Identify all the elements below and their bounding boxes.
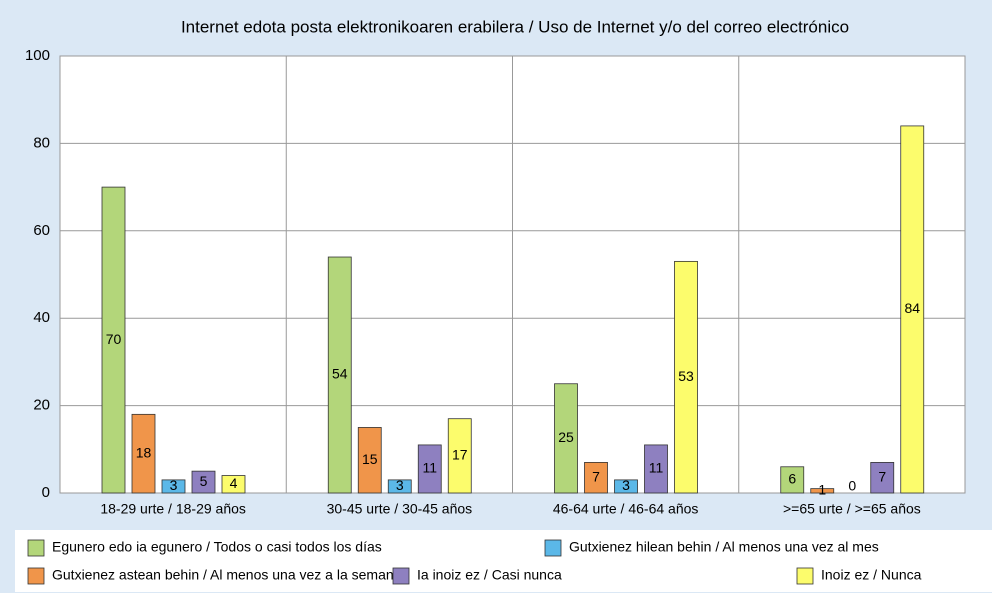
data-label: 6 <box>788 471 796 487</box>
x-tick-label: >=65 urte / >=65 años <box>783 501 921 517</box>
legend-label: Ia inoiz ez / Casi nunca <box>417 567 562 583</box>
data-label: 4 <box>230 475 238 491</box>
data-label: 84 <box>904 300 920 316</box>
data-label: 5 <box>200 473 208 489</box>
bar <box>327 256 352 494</box>
bar <box>584 462 608 494</box>
chart-title: Internet edota posta elektronikoaren era… <box>181 17 849 36</box>
bar <box>447 418 472 494</box>
data-label: 3 <box>170 477 178 493</box>
data-label: 3 <box>622 477 630 493</box>
bar <box>387 479 412 494</box>
legend-label: Gutxienez astean behin / Al menos una ve… <box>52 567 402 583</box>
data-label: 25 <box>558 429 574 445</box>
bar <box>417 444 442 494</box>
y-tick-label: 40 <box>33 309 50 326</box>
data-label: 53 <box>678 368 694 384</box>
data-label: 70 <box>106 331 122 347</box>
y-tick-label: 0 <box>42 484 50 501</box>
x-tick-label: 30-45 urte / 30-45 años <box>327 501 473 517</box>
bar <box>161 479 186 494</box>
legend-swatch <box>796 567 814 585</box>
bar <box>900 125 925 494</box>
y-tick-label: 20 <box>33 397 50 414</box>
bar <box>191 470 216 494</box>
bar <box>614 479 638 494</box>
bar <box>810 488 835 494</box>
bar <box>870 462 895 494</box>
data-label: 15 <box>362 451 378 467</box>
y-tick-label: 100 <box>25 47 50 64</box>
data-label: 11 <box>649 460 664 476</box>
bar <box>101 186 126 494</box>
legend-swatch <box>392 567 410 585</box>
legend-label: Egunero edo ia egunero / Todos o casi to… <box>52 539 382 555</box>
bar <box>644 444 668 494</box>
x-tick-label: 18-29 urte / 18-29 años <box>100 501 246 517</box>
data-label: 3 <box>396 477 404 493</box>
legend-swatch <box>27 539 45 557</box>
legend-swatch <box>544 539 562 557</box>
data-label: 54 <box>332 366 348 382</box>
bar <box>554 383 578 494</box>
data-label: 7 <box>592 468 600 484</box>
data-label: 1 <box>818 482 826 498</box>
data-label: 17 <box>452 447 468 463</box>
legend-box <box>15 530 992 592</box>
bar <box>357 427 382 494</box>
bar <box>780 466 805 494</box>
y-tick-label: 80 <box>33 134 50 151</box>
data-label: 11 <box>422 460 437 476</box>
x-tick-label: 46-64 urte / 46-64 años <box>553 501 699 517</box>
data-label: 18 <box>136 444 152 460</box>
bar <box>131 413 156 494</box>
bar <box>674 260 698 494</box>
data-label: 7 <box>878 468 886 484</box>
y-tick-label: 60 <box>33 222 50 239</box>
data-label: 0 <box>848 478 856 494</box>
legend-label: Inoiz ez / Nunca <box>821 567 922 583</box>
legend-label: Gutxienez hilean behin / Al menos una ve… <box>569 539 879 555</box>
legend-swatch <box>27 567 45 585</box>
bar <box>221 475 246 494</box>
